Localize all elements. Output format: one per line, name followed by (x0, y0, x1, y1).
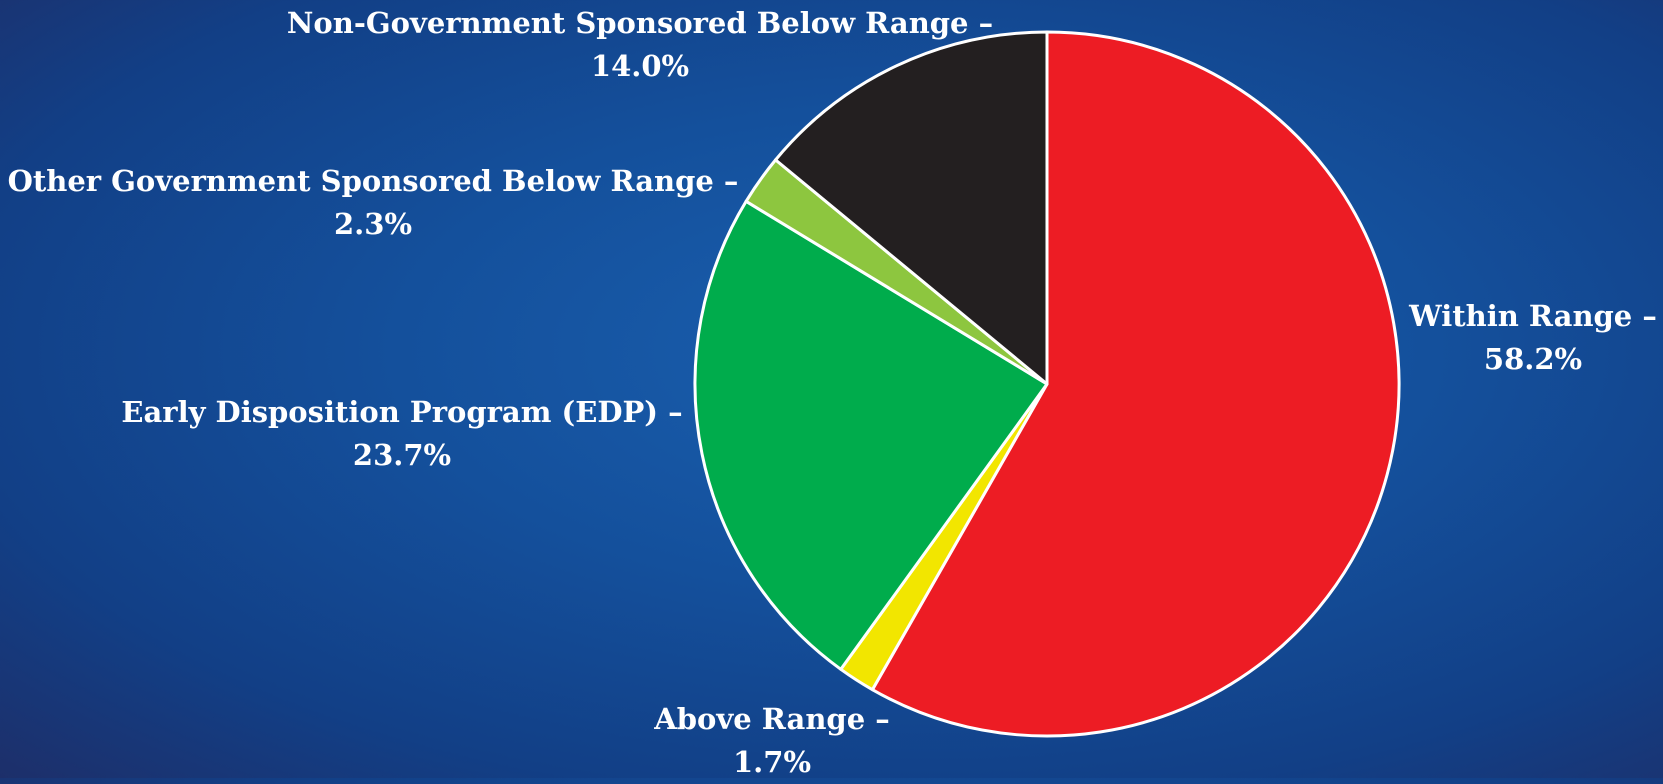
pie-slice-4 (774, 30, 1049, 386)
label-non-gov-below: Non-Government Sponsored Below Range – 1… (287, 2, 993, 88)
label-other-gov-below-name: Other Government Sponsored Below Range – (7, 164, 739, 198)
label-edp-value: 23.7% (352, 438, 452, 472)
label-above-range-value: 1.7% (732, 745, 812, 779)
label-other-gov-below-value: 2.3% (333, 207, 413, 241)
label-edp: Early Disposition Program (EDP) – 23.7% (121, 391, 682, 477)
label-other-gov-below: Other Government Sponsored Below Range –… (8, 160, 739, 246)
label-within-range: Within Range – 58.2% (1409, 295, 1657, 381)
label-non-gov-below-name: Non-Government Sponsored Below Range – (286, 6, 994, 40)
label-non-gov-below-value: 14.0% (590, 49, 690, 83)
pie-slice-2 (693, 199, 1049, 671)
label-within-range-value: 58.2% (1483, 342, 1583, 376)
pie-slice-0 (870, 30, 1401, 738)
label-above-range-name: Above Range – (654, 702, 890, 736)
label-above-range: Above Range – 1.7% (654, 698, 889, 784)
label-edp-name: Early Disposition Program (EDP) – (121, 395, 683, 429)
label-within-range-name: Within Range – (1409, 299, 1657, 333)
